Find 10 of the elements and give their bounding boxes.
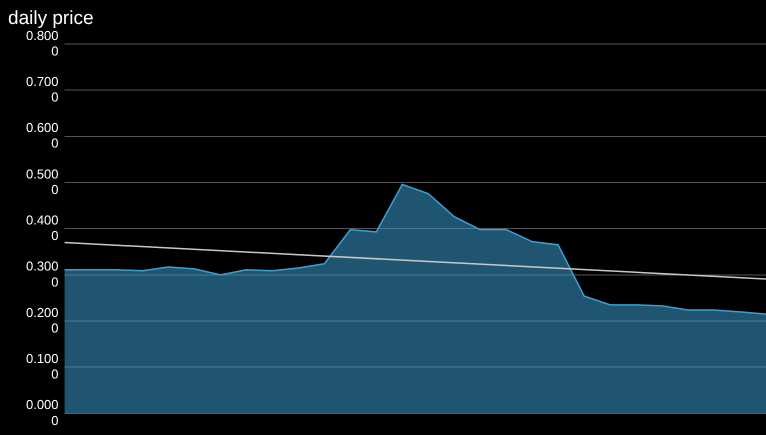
y-tick-label: 0.0000 [26,397,59,428]
y-tick-label: 0.1000 [26,351,59,382]
y-tick-label: 0.5000 [26,166,59,197]
y-tick-label: 0.4000 [26,212,59,244]
y-tick-label: 0.7000 [26,74,59,105]
y-tick-label: 0.8000 [26,28,59,58]
y-tick-label: 0.6000 [26,120,59,151]
chart-title: daily price [8,8,94,30]
y-tick-label: 0.3000 [26,258,59,290]
y-tick-label: 0.2000 [26,304,59,336]
